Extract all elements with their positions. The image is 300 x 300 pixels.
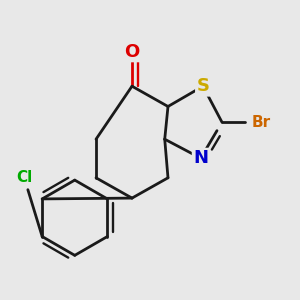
Text: N: N <box>193 149 208 167</box>
Text: O: O <box>124 43 140 61</box>
Text: Cl: Cl <box>16 170 32 185</box>
Text: Br: Br <box>252 115 271 130</box>
Text: S: S <box>196 77 209 95</box>
